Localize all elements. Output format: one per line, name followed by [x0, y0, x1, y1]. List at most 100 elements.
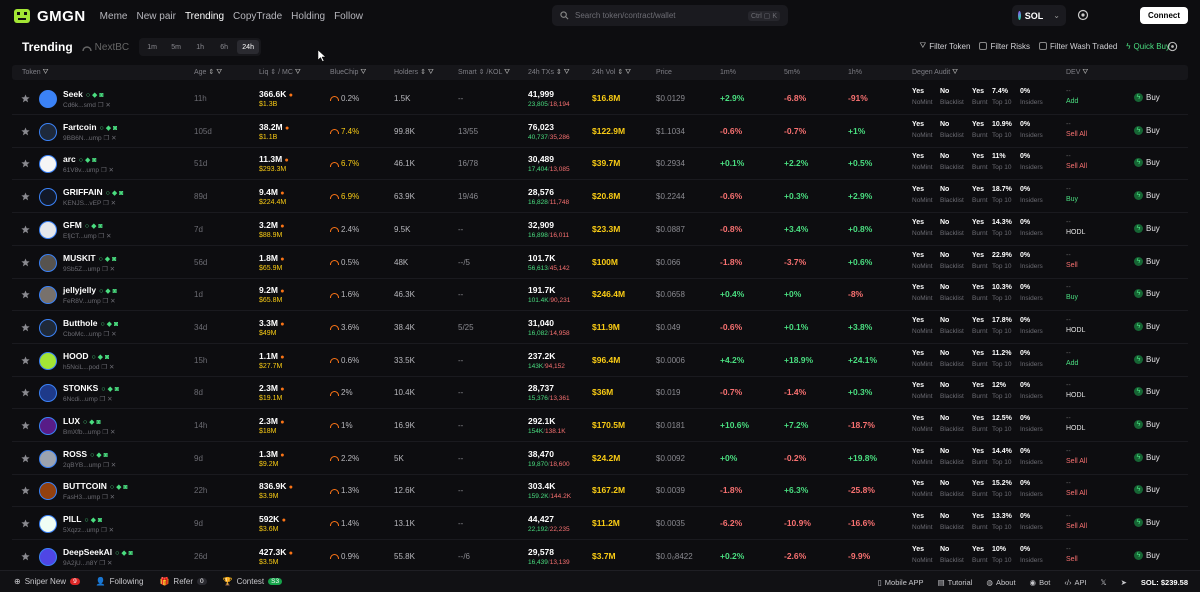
- token-address[interactable]: FeR8V...ump ❐ ✕: [63, 298, 116, 306]
- table-row[interactable]: HOOD ○ ◆ ◙ h5NciL...pod ❐ ✕ 15h 1.1M ● $2…: [12, 344, 1188, 377]
- col-price[interactable]: Price: [656, 69, 672, 76]
- x-icon[interactable]: ✕: [109, 265, 116, 273]
- table-row[interactable]: GRIFFAIN ○ ◆ ◙ KENJS...vEP ❐ ✕ 89d 9.4M ●…: [12, 180, 1188, 214]
- star-icon[interactable]: [21, 323, 30, 332]
- copy-icon[interactable]: ❐: [102, 265, 108, 273]
- x-icon[interactable]: ✕: [110, 200, 117, 208]
- token-address[interactable]: 9BB6N...ump ❐ ✕: [63, 134, 117, 142]
- nav-meme[interactable]: Meme: [99, 10, 128, 22]
- star-icon[interactable]: [21, 486, 30, 495]
- copy-icon[interactable]: ❐: [103, 461, 109, 469]
- star-icon[interactable]: [21, 257, 30, 267]
- nav-follow[interactable]: Follow: [334, 10, 363, 22]
- nav-trending[interactable]: Trending: [184, 10, 225, 22]
- gear-icon[interactable]: [1077, 9, 1089, 21]
- token-address[interactable]: KENJS...vEP ❐ ✕: [63, 200, 117, 208]
- token-address[interactable]: FasH3...ump ❐ ✕: [63, 494, 116, 502]
- x-icon[interactable]: ✕: [110, 461, 117, 469]
- chain-selector[interactable]: SOL ⌄: [1012, 5, 1066, 26]
- token-address[interactable]: 61V8v...ump ❐ ✕: [63, 167, 114, 175]
- token-name[interactable]: jellyjelly ○ ◆ ◙: [63, 285, 117, 296]
- x-icon[interactable]: ✕: [111, 330, 117, 338]
- token-address[interactable]: BmXfb...ump ❐ ✕: [63, 429, 116, 436]
- table-row[interactable]: BUTTCOIN ○ ◆ ◙ FasH3...ump ❐ ✕ 22h 836.9K…: [12, 474, 1188, 508]
- copy-icon[interactable]: ❐: [102, 429, 109, 436]
- copy-icon[interactable]: ❐: [98, 232, 105, 240]
- mobile-app-link[interactable]: ▯ Mobile APP: [877, 577, 924, 587]
- col-1m[interactable]: 1m%: [720, 69, 736, 76]
- table-row[interactable]: Butthole ○ ◆ ◙ CboMc...ump ❐ ✕ 34d 3.3M ●…: [12, 311, 1188, 344]
- star-icon[interactable]: [21, 388, 30, 397]
- search-input[interactable]: [575, 11, 742, 20]
- buy-button[interactable]: ϟ Buy: [1134, 321, 1160, 331]
- col-degen-audit[interactable]: Degen Audit ⛛: [912, 69, 958, 76]
- filter-wash-checkbox[interactable]: Filter Wash Traded: [1039, 42, 1117, 51]
- token-name[interactable]: DeepSeekAI ○ ◆ ◙: [63, 546, 133, 557]
- table-row[interactable]: LUX ○ ◆ ◙ BmXfb...ump ❐ ✕ 14h 2.3M ● $18M…: [12, 409, 1188, 442]
- nav-copytrade[interactable]: CopyTrade: [233, 10, 283, 22]
- token-name[interactable]: GFM ○ ◆ ◙: [63, 219, 103, 230]
- token-name[interactable]: PILL ○ ◆ ◙: [63, 514, 103, 525]
- table-row[interactable]: PILL ○ ◆ ◙ 5Xqzz...ump ❐ ✕ 9d 592K ● $3.6…: [12, 507, 1188, 541]
- copy-icon[interactable]: ❐: [97, 102, 104, 109]
- table-row[interactable]: Seek ○ ◆ ◙ Cd6k...smd ❐ ✕ 11h 366.6K ● $1…: [12, 82, 1188, 115]
- col-holders[interactable]: Holders ⇕ ⛛: [394, 69, 434, 76]
- buy-button[interactable]: ϟ Buy: [1134, 93, 1160, 102]
- buy-button[interactable]: ϟ Buy: [1134, 256, 1160, 266]
- col-bluechip[interactable]: BlueChip ⛛: [330, 69, 367, 76]
- filter-token-button[interactable]: ⛛ Filter Token: [920, 41, 971, 51]
- table-row[interactable]: GFM ○ ◆ ◙ EfjCT...ump ❐ ✕ 7d 3.2M ● $88.9…: [12, 213, 1188, 246]
- star-icon[interactable]: [21, 454, 30, 463]
- token-address[interactable]: 5Xqzz...ump ❐ ✕: [63, 527, 115, 535]
- table-row[interactable]: Fartcoin ○ ◆ ◙ 9BB6N...ump ❐ ✕ 105d 38.2M…: [12, 115, 1188, 148]
- token-address[interactable]: 6Ncdi...ump ❐ ✕: [63, 396, 113, 404]
- x-icon[interactable]: ✕: [111, 134, 117, 142]
- buy-button[interactable]: ϟ Buy: [1134, 158, 1160, 168]
- x-icon[interactable]: ✕: [107, 396, 113, 404]
- copy-icon[interactable]: ❐: [103, 134, 110, 142]
- x-twitter-icon[interactable]: 𝕏: [1100, 577, 1107, 587]
- star-icon[interactable]: [21, 159, 30, 168]
- star-icon[interactable]: [21, 192, 30, 201]
- nextbc-tab[interactable]: NextBC: [81, 42, 129, 53]
- settings-gear-icon[interactable]: [1167, 41, 1178, 52]
- buy-button[interactable]: ϟ Buy: [1134, 387, 1160, 397]
- table-row[interactable]: arc ○ ◆ ◙ 61V8v...ump ❐ ✕ 51d 11.3M ● $29…: [12, 147, 1188, 181]
- buy-button[interactable]: ϟ Buy: [1134, 223, 1160, 233]
- token-address[interactable]: h5NciL...pod ❐ ✕: [63, 363, 115, 371]
- token-name[interactable]: Butthole ○ ◆ ◙: [63, 317, 119, 328]
- x-icon[interactable]: ✕: [106, 232, 112, 240]
- col-smart-kol[interactable]: Smart ⇕ /KOL ⛛: [458, 69, 510, 76]
- token-name[interactable]: LUX ○ ◆ ◙: [63, 416, 101, 426]
- star-icon[interactable]: [21, 356, 30, 365]
- x-icon[interactable]: ✕: [108, 167, 114, 175]
- token-address[interactable]: EfjCT...ump ❐ ✕: [63, 232, 112, 240]
- x-icon[interactable]: ✕: [108, 527, 115, 535]
- search-box[interactable]: Ctrl ▢ K: [552, 5, 788, 26]
- star-icon[interactable]: [21, 421, 30, 430]
- token-address[interactable]: Cd6k...smd ❐ ✕: [63, 102, 111, 109]
- star-icon[interactable]: [21, 127, 30, 136]
- star-icon[interactable]: [21, 290, 30, 299]
- table-row[interactable]: MUSKIT ○ ◆ ◙ 9Sb5Z...ump ❐ ✕ 56d 1.8M ● $…: [12, 246, 1188, 279]
- token-name[interactable]: BUTTCOIN ○ ◆ ◙: [63, 481, 128, 492]
- filter-risks-checkbox[interactable]: Filter Risks: [979, 42, 1030, 51]
- buy-button[interactable]: ϟ Buy: [1134, 191, 1160, 201]
- token-address[interactable]: 9A2jU...n8Y ❐ ✕: [63, 559, 113, 567]
- col-dev[interactable]: DEV ⛛: [1066, 69, 1089, 76]
- token-name[interactable]: Seek ○ ◆ ◙: [63, 89, 104, 99]
- col-age[interactable]: Age ⇕ ⛛: [194, 69, 223, 76]
- x-icon[interactable]: ✕: [105, 102, 111, 109]
- table-row[interactable]: ROSS ○ ◆ ◙ 2qBYB...ump ❐ ✕ 9d 1.3M ● $9.2…: [12, 442, 1188, 475]
- token-name[interactable]: STONKS ○ ◆ ◙: [63, 383, 120, 394]
- x-icon[interactable]: ✕: [110, 298, 116, 306]
- nav-holding[interactable]: Holding: [291, 10, 326, 22]
- tf-5m[interactable]: 5m: [171, 43, 181, 51]
- col-token[interactable]: Token ⛛: [22, 69, 49, 76]
- star-icon[interactable]: [21, 94, 30, 103]
- token-name[interactable]: MUSKIT ○ ◆ ◙: [63, 252, 117, 263]
- table-row[interactable]: jellyjelly ○ ◆ ◙ FeR8V...ump ❐ ✕ 1d 9.2M …: [12, 278, 1188, 312]
- telegram-icon[interactable]: ➤: [1120, 577, 1127, 587]
- contest-button[interactable]: 🏆 Contest S3: [223, 577, 283, 586]
- copy-icon[interactable]: ❐: [101, 363, 108, 371]
